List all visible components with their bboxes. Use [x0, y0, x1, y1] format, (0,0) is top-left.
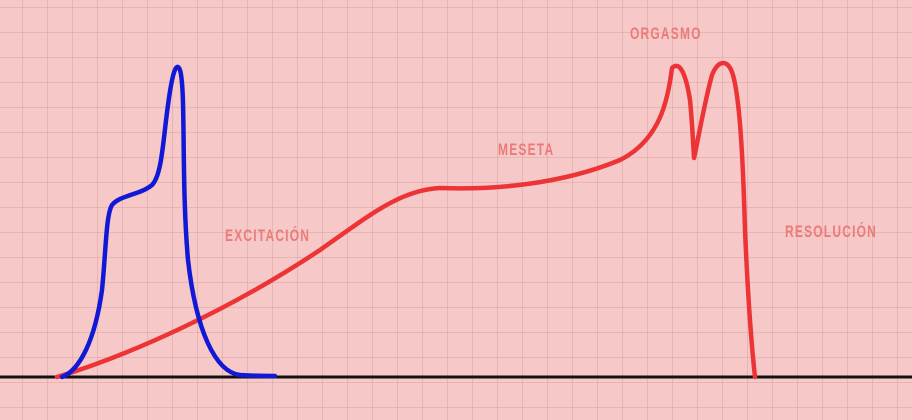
label-excitacion: EXCITACIÓN [225, 226, 311, 245]
male-response-curve [59, 64, 278, 380]
female-response-curve [54, 60, 758, 380]
label-orgasmo: ORGASMO [630, 24, 702, 43]
label-resolucion: RESOLUCIÓN [785, 222, 878, 241]
label-meseta: MESETA [498, 140, 555, 159]
